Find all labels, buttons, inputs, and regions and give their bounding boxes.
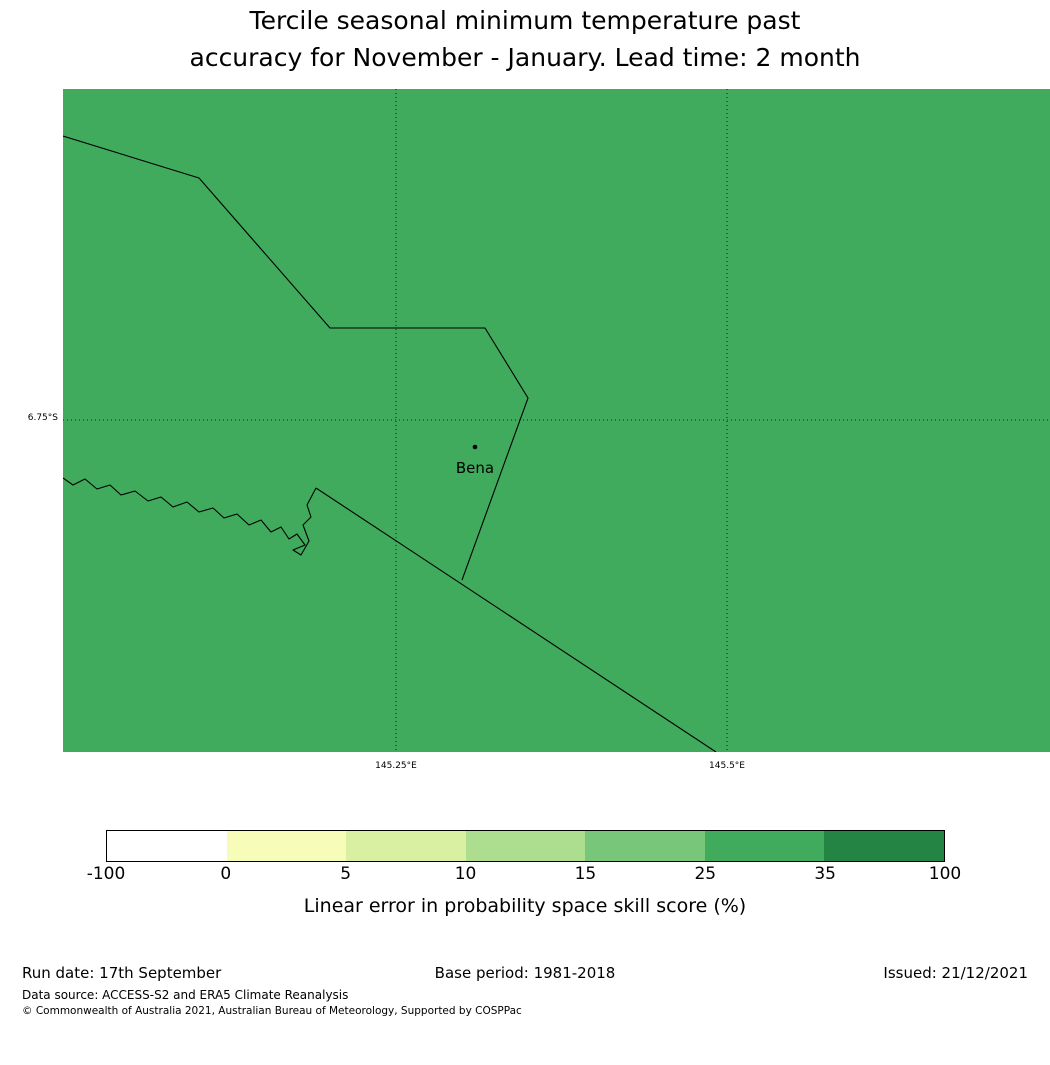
colorbar-segment [465,831,586,861]
colorbar-segment [346,831,466,861]
colorbar-tick-label: 5 [340,864,352,884]
colorbar-segment [585,831,705,861]
colorbar-segments [106,830,945,862]
figure-title-line1: Tercile seasonal minimum temperature pas… [249,6,801,35]
figure-title-line2: accuracy for November - January. Lead ti… [189,43,861,72]
colorbar-tick-label: 100 [928,864,962,884]
bena-marker-dot [472,444,478,450]
map-canvas [63,89,1050,752]
colorbar-tick-label: 10 [454,864,477,884]
coastline [63,477,317,556]
copyright-text: © Commonwealth of Australia 2021, Austra… [22,1005,522,1017]
base-period-text: Base period: 1981-2018 [434,964,616,982]
colorbar-segment [704,831,825,861]
run-date-text: Run date: 17th September [22,964,222,982]
colorbar-segment [226,831,347,861]
y-axis-tick-675s: 6.75°S [27,413,58,423]
footer-row: Run date: 17th September Base period: 19… [0,964,1050,984]
x-axis-tick-1455e: 145.5°E [709,761,745,771]
colorbar-label: Linear error in probability space skill … [303,895,747,917]
x-axis-tick-14525e: 145.25°E [375,761,417,771]
district-border-lines [63,135,717,752]
colorbar-tick-label: 15 [574,864,597,884]
graticule-gridlines [63,89,1050,752]
colorbar-ticks: -100 0 5 10 15 25 35 100 [87,864,962,890]
issued-date-text: Issued: 21/12/2021 [883,964,1028,982]
colorbar-tick-label: 0 [220,864,232,884]
colorbar-segment [107,831,227,861]
colorbar-tick-label: 25 [694,864,717,884]
figure-title: Tercile seasonal minimum temperature pas… [0,2,1050,76]
data-source-text: Data source: ACCESS-S2 and ERA5 Climate … [22,988,349,1002]
map-area: Bena [63,89,1050,752]
colorbar-segment [824,831,945,861]
colorbar-tick-label: -100 [86,864,126,884]
bena-place-label: Bena [455,459,495,477]
colorbar-tick-label: 35 [814,864,836,884]
